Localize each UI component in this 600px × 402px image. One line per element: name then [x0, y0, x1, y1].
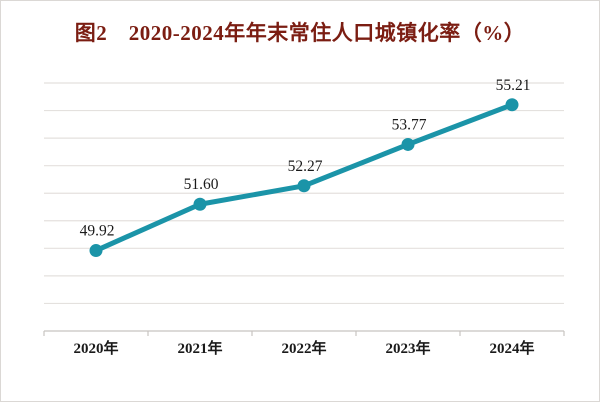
- data-point: [89, 244, 103, 258]
- data-point: [193, 197, 207, 211]
- x-axis-label: 2020年: [73, 339, 118, 357]
- data-point: [505, 98, 519, 112]
- data-point: [297, 179, 311, 193]
- data-point-label: 53.77: [392, 116, 427, 133]
- data-point: [401, 137, 415, 151]
- data-point-label: 55.21: [496, 77, 531, 94]
- x-axis-label: 2024年: [489, 339, 534, 357]
- x-axis-label: 2023年: [385, 339, 430, 357]
- series-line: [93, 102, 515, 254]
- x-axis-label: 2021年: [177, 339, 222, 357]
- data-point-label: 52.27: [288, 158, 323, 175]
- x-axis-label: 2022年: [281, 339, 326, 357]
- chart-title: 图2 2020-2024年年末常住人口城镇化率（%）: [74, 21, 526, 45]
- data-point-label: 51.60: [184, 176, 219, 193]
- data-point-label: 49.92: [80, 223, 115, 240]
